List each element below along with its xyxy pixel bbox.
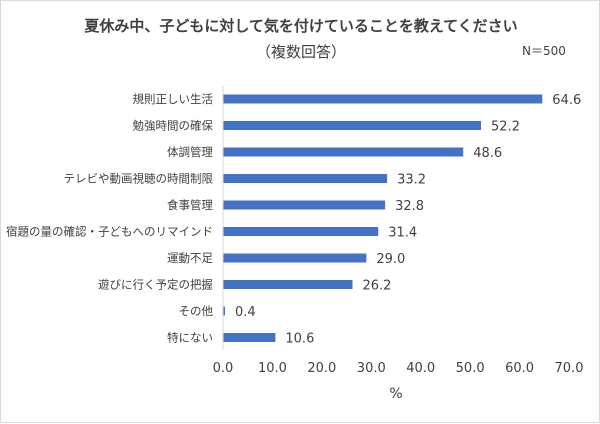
value-label: 29.0: [376, 252, 405, 267]
value-label: 52.2: [491, 120, 520, 135]
value-label: 26.2: [363, 279, 392, 294]
x-tick-label: 30.0: [357, 361, 386, 376]
value-label: 10.6: [285, 332, 314, 347]
chart-subtitle: （複数回答）: [255, 43, 346, 61]
x-tick-label: 40.0: [406, 361, 435, 376]
category-label: 宿題の量の確認・子どもへのリマインド: [6, 225, 213, 239]
x-tick-label: 10.0: [258, 361, 287, 376]
x-tick-label: 60.0: [505, 361, 534, 376]
x-tick-label: 70.0: [555, 361, 584, 376]
category-label: 運動不足: [167, 251, 213, 265]
bar: [223, 306, 225, 316]
value-label: 32.8: [395, 199, 424, 214]
category-label: 特にない: [167, 331, 213, 345]
bar: [223, 333, 276, 342]
sample-size-label: N＝500: [522, 44, 566, 58]
x-tick-label: 50.0: [456, 361, 485, 376]
x-tick-label: 20.0: [307, 361, 336, 376]
x-axis-ticks: 0.0 10.0 20.0 30.0 40.0 50.0 60.0 70.0: [213, 361, 584, 376]
value-label: 64.6: [552, 93, 581, 108]
bars: [223, 94, 543, 342]
value-label: 48.6: [473, 146, 502, 161]
bar: [223, 94, 543, 104]
category-label: 体調管理: [167, 145, 213, 159]
bar: [223, 121, 482, 130]
category-label: 規則正しい生活: [133, 92, 214, 106]
bar: [223, 147, 464, 157]
bar: [223, 174, 388, 183]
category-label: 勉強時間の確保: [133, 119, 214, 133]
chart-title: 夏休み中、子どもに対して気を付けていることを教えてください: [84, 17, 518, 35]
category-label: テレビや動画視聴の時間制限: [64, 172, 214, 186]
bar: [223, 200, 386, 210]
x-axis-label: %: [389, 386, 402, 402]
bar: [223, 227, 379, 236]
category-labels: 規則正しい生活勉強時間の確保体調管理テレビや動画視聴の時間制限食事管理宿題の量の…: [6, 92, 213, 345]
bar: [223, 253, 367, 263]
value-label: 33.2: [397, 173, 426, 188]
bar: [223, 280, 353, 289]
value-label: 31.4: [388, 226, 417, 241]
value-labels: 64.6 52.2 48.6 33.2 32.8 31.4 29.0 26.2 0.4 10.6: [235, 93, 581, 347]
value-label: 0.4: [235, 305, 256, 320]
category-label: 食事管理: [167, 198, 213, 212]
category-label: その他: [179, 304, 214, 318]
x-tick-label: 0.0: [213, 361, 234, 376]
category-label: 遊びに行く予定の把握: [98, 278, 213, 292]
